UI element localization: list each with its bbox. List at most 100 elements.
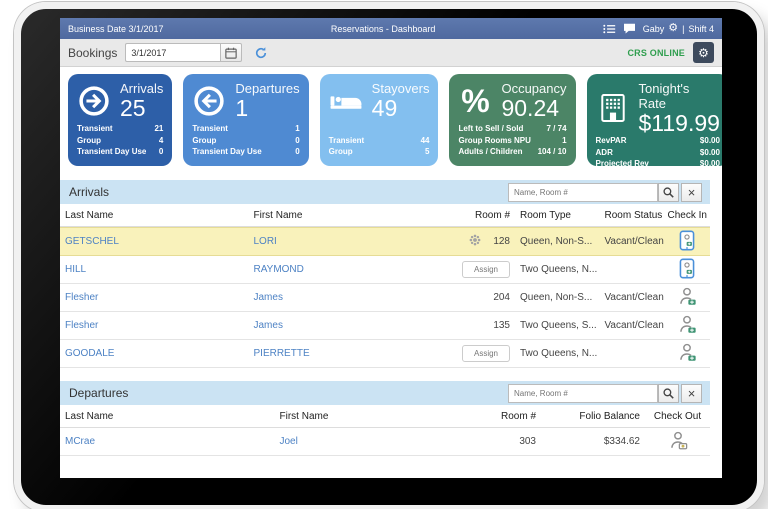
- arrivals-panel-title: Arrivals: [69, 185, 110, 199]
- card-occupancy[interactable]: % Occupancy 90.24 Left to Sell / Sold 7 /…: [449, 74, 576, 166]
- room-number: 204: [493, 292, 510, 303]
- guest-last-name-link[interactable]: HILL: [65, 264, 87, 275]
- close-icon: ×: [687, 184, 696, 200]
- business-date: Business Date 3/1/2017: [68, 23, 164, 34]
- arrivals-table-header: Last Name First Name Room # Room Type Ro…: [60, 204, 710, 227]
- stat-value: 4: [158, 135, 164, 145]
- col-check-out: Check Out: [653, 410, 702, 422]
- assign-room-button[interactable]: Assign: [461, 345, 510, 362]
- guest-first-name-link[interactable]: James: [253, 292, 283, 303]
- list-icon[interactable]: [603, 24, 616, 34]
- stat-label: Adults / Children: [458, 147, 523, 157]
- table-row[interactable]: HILL RAYMOND Assign Two Queens, N...: [60, 256, 710, 284]
- departures-search-input[interactable]: [508, 383, 658, 403]
- check-in-icon[interactable]: [677, 342, 697, 365]
- guest-last-name-link[interactable]: Flesher: [65, 320, 99, 331]
- table-row[interactable]: Flesher James 135 Two Queens, S... Vacan…: [60, 312, 710, 340]
- col-check-in: Check In: [667, 209, 707, 221]
- departures-search-button[interactable]: [658, 383, 679, 403]
- col-room-number: Room #: [474, 209, 510, 221]
- separator: |: [682, 23, 685, 34]
- card-title: Stayovers: [371, 81, 430, 96]
- mobile-check-in-icon[interactable]: [679, 230, 695, 254]
- card-tonights-rate[interactable]: Tonight's Rate $119.99 RevPAR $0.00 ADR $0…: [586, 74, 722, 168]
- card-stayovers[interactable]: Stayovers 49 Transient 44 Group 5: [319, 74, 439, 166]
- room-number: 135: [493, 320, 510, 331]
- business-date-input[interactable]: [125, 43, 221, 62]
- mobile-check-in-icon[interactable]: [679, 258, 695, 282]
- arrivals-clear-button[interactable]: ×: [681, 182, 702, 202]
- card-title: Departures: [235, 81, 300, 96]
- guest-last-name-link[interactable]: GOODALE: [65, 348, 115, 359]
- table-row[interactable]: GETSCHEL LORI 128 Queen, Non-S... Vacant…: [60, 227, 710, 256]
- guest-first-name-link[interactable]: RAYMOND: [253, 264, 304, 275]
- room-type: Queen, Non-S...: [520, 236, 593, 247]
- stat-value: 0: [158, 147, 164, 157]
- room-type: Queen, Non-S...: [520, 292, 593, 303]
- stat-value: 1: [562, 135, 567, 145]
- app-screen: Business Date 3/1/2017 Reservations - Da…: [60, 18, 722, 478]
- refresh-icon[interactable]: [254, 46, 268, 60]
- card-value: $119.99: [638, 110, 720, 136]
- arrivals-panel: Arrivals × Last Name First Name Room # R…: [60, 180, 710, 368]
- stat-value: 0: [295, 147, 300, 157]
- chat-icon[interactable]: [623, 23, 636, 34]
- card-value: 49: [371, 95, 398, 121]
- card-arrivals[interactable]: Arrivals 25 Transient 21 Group 4 Transient…: [68, 74, 173, 166]
- stat-label: Left to Sell / Sold: [458, 124, 524, 134]
- table-row[interactable]: Flesher James 204 Queen, Non-S... Vacant…: [60, 284, 710, 312]
- guest-last-name-link[interactable]: MCrae: [65, 436, 96, 447]
- room-number: 128: [493, 236, 510, 247]
- building-icon: [596, 93, 630, 123]
- stat-label: Group: [192, 135, 217, 145]
- guest-last-name-link[interactable]: GETSCHEL: [65, 236, 119, 247]
- percent-icon: %: [461, 82, 490, 119]
- check-in-icon[interactable]: [677, 314, 697, 337]
- user-gear-icon[interactable]: ⚙: [668, 22, 679, 34]
- room-feature-icon: [469, 234, 481, 249]
- settings-button[interactable]: ⚙: [693, 42, 714, 63]
- guest-first-name-link[interactable]: James: [253, 320, 283, 331]
- page-title: Reservations - Dashboard: [330, 23, 436, 34]
- user-menu[interactable]: Gaby ⚙ | Shift 4: [643, 23, 714, 34]
- card-value: 90.24: [501, 95, 560, 121]
- table-row[interactable]: GOODALE PIERRETTE Assign Two Queens, N..…: [60, 340, 710, 368]
- room-status: Vacant/Clean: [604, 320, 664, 331]
- crs-status: CRS ONLINE: [627, 47, 685, 58]
- room-type: Two Queens, N...: [520, 264, 598, 275]
- bookings-label: Bookings: [68, 45, 118, 60]
- departures-table-header: Last Name First Name Room # Folio Balanc…: [60, 405, 710, 428]
- circle-arrow-left-icon: [192, 85, 226, 117]
- stat-label: Group Rooms NPU: [458, 135, 531, 145]
- guest-last-name-link[interactable]: Flesher: [65, 292, 99, 303]
- shift-label: Shift 4: [688, 23, 714, 34]
- stat-value: $0.00: [699, 159, 720, 169]
- stat-value: 7 / 74: [546, 124, 567, 134]
- stat-value: $0.00: [699, 147, 720, 157]
- guest-first-name-link[interactable]: Joel: [279, 436, 298, 447]
- departures-clear-button[interactable]: ×: [681, 383, 702, 403]
- col-last-name: Last Name: [65, 410, 114, 422]
- table-row[interactable]: MCrae Joel 303 $334.62: [60, 428, 710, 456]
- col-first-name: First Name: [253, 209, 303, 221]
- calendar-button[interactable]: [220, 43, 243, 62]
- stat-value: $0.00: [699, 136, 720, 146]
- departures-panel-title: Departures: [69, 386, 129, 400]
- check-out-icon[interactable]: [668, 430, 688, 453]
- stat-value: 5: [425, 147, 430, 157]
- kpi-cards: Arrivals 25 Transient 21 Group 4 Transient…: [60, 67, 722, 172]
- guest-first-name-link[interactable]: PIERRETTE: [253, 348, 310, 359]
- stat-label: Transient Day Use: [192, 147, 262, 157]
- check-in-icon[interactable]: [677, 286, 697, 309]
- arrivals-search-button[interactable]: [658, 182, 679, 202]
- col-folio-balance: Folio Balance: [579, 410, 640, 422]
- search-icon: [663, 186, 674, 198]
- folio-balance: $334.62: [603, 436, 640, 447]
- arrivals-search-input[interactable]: [508, 182, 658, 202]
- col-room-number: Room #: [500, 410, 536, 422]
- card-departures[interactable]: Departures 1 Transient 1 Group 0 Transient…: [183, 74, 309, 166]
- guest-first-name-link[interactable]: LORI: [253, 236, 277, 247]
- assign-room-button[interactable]: Assign: [461, 261, 510, 278]
- room-type: Two Queens, S...: [520, 320, 597, 331]
